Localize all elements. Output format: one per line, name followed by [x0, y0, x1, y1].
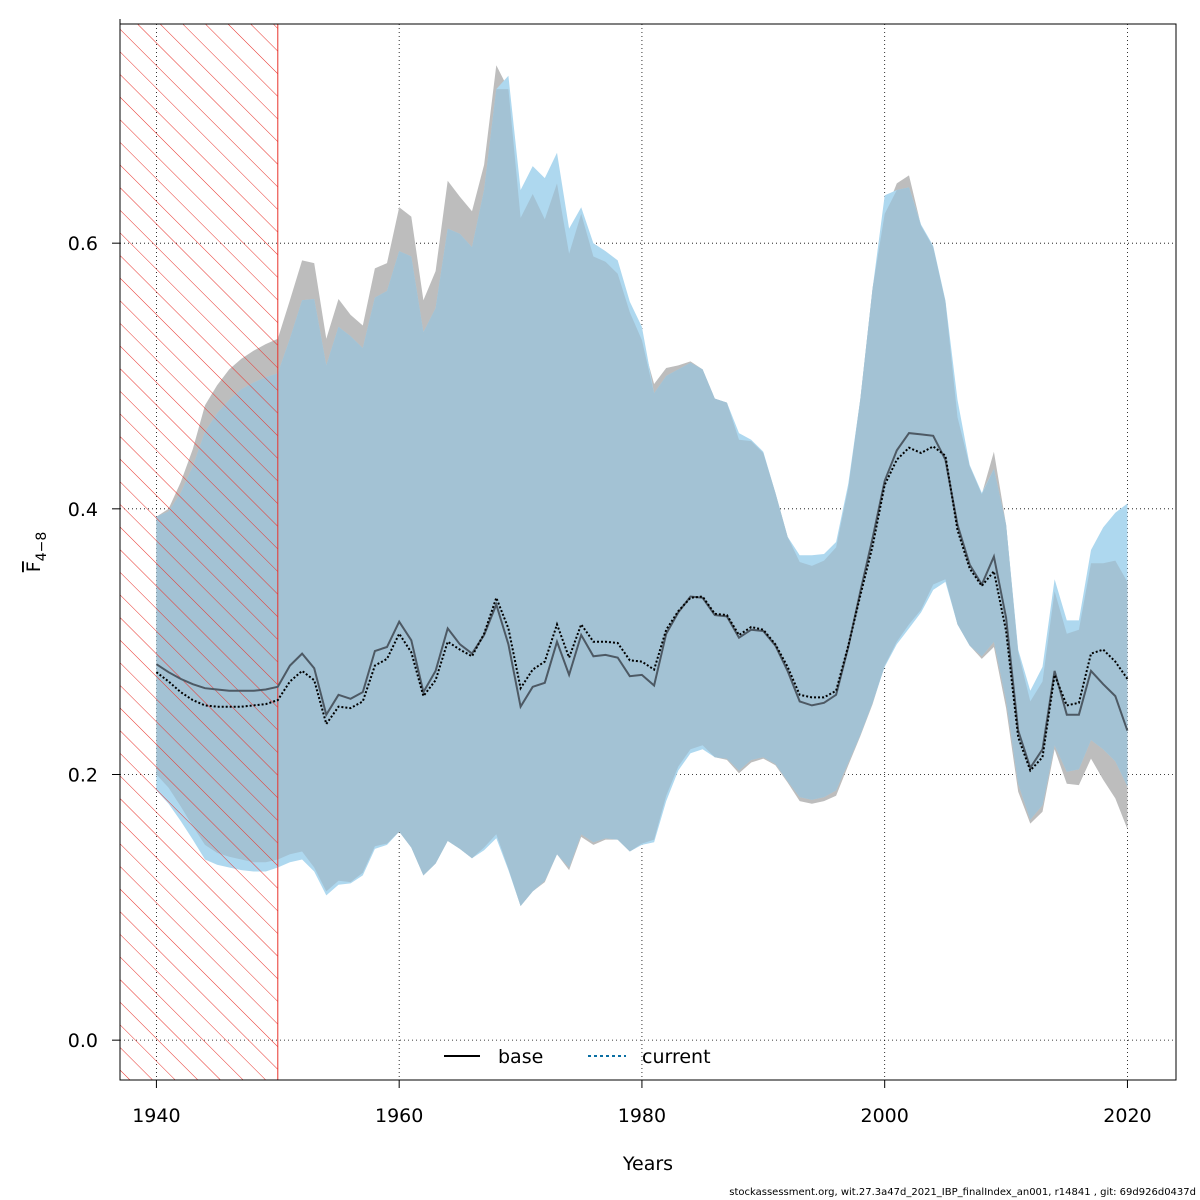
y-tick-label-1: 0.2 [68, 764, 98, 786]
x-tick-label-1960: 1960 [375, 1105, 423, 1127]
x-tick-label-2020: 2020 [1103, 1105, 1151, 1127]
y-axis-title: F4−8 [23, 532, 50, 572]
x-tick-label-2000: 2000 [861, 1105, 909, 1127]
y-tick-label-0: 0.0 [68, 1030, 98, 1052]
y-axis-title-subscript: 4−8 [34, 532, 50, 562]
x-tick-label-1940: 1940 [132, 1105, 180, 1127]
legend-label-base: base [498, 1046, 543, 1068]
confidence-bands [156, 65, 1127, 906]
y-tick-label-2: 0.4 [68, 499, 98, 521]
legend-label-current: current [642, 1046, 711, 1068]
x-axis-title: Years [622, 1153, 673, 1175]
hatched-region [120, 24, 278, 1080]
chart: 1940 1960 1980 2000 2020 0.0 0.2 0.4 0.6 Years F… [0, 0, 1200, 1200]
x-tick-label-1980: 1980 [618, 1105, 666, 1127]
legend: base current [444, 1046, 711, 1068]
y-tick-label-3: 0.6 [68, 233, 98, 255]
svg-text:F4−8: F4−8 [23, 532, 50, 572]
y-axis-title-main: F [23, 561, 45, 572]
footer-credit: stockassessment.org, wit.27.3a47d_2021_I… [729, 1187, 1196, 1198]
band-overlap [156, 89, 1127, 906]
hatched-rect [120, 24, 278, 1080]
